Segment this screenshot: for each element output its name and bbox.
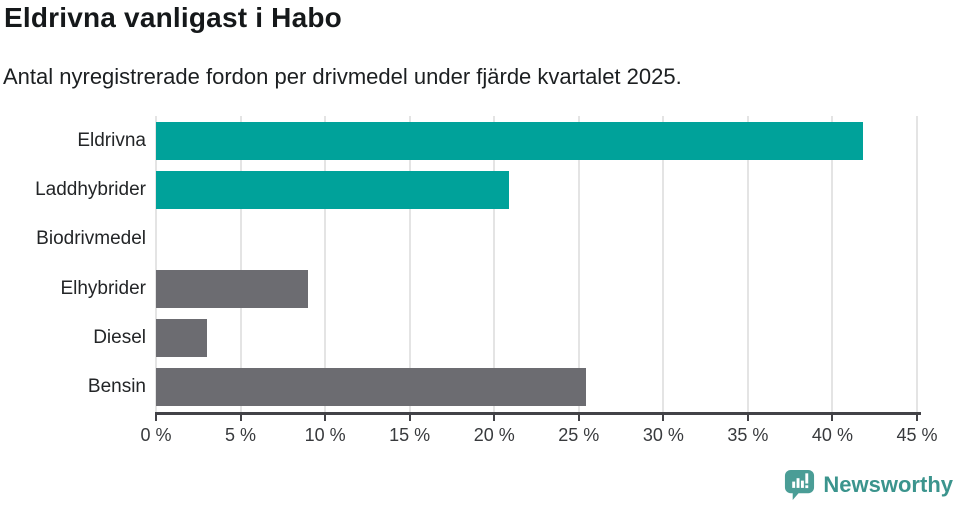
category-label-eldrivna: Eldrivna xyxy=(77,129,146,151)
gridline-30 xyxy=(662,116,665,412)
category-label-laddhybrider: Laddhybrider xyxy=(35,178,146,200)
newsworthy-logo-text: Newsworthy xyxy=(823,471,953,497)
gridline-25 xyxy=(577,116,580,412)
x-tick-mark-25 xyxy=(577,415,580,421)
newsworthy-logo-icon xyxy=(785,469,815,501)
x-axis-ticks: 0 % 5 % 10 % 15 % 20 % 25 % 30 % 35 % 40 % 45 % xyxy=(140,415,938,457)
bar-bensin xyxy=(156,368,586,407)
category-label-diesel: Diesel xyxy=(93,326,146,348)
gridline-5 xyxy=(239,116,242,412)
bar-elhybrider xyxy=(156,269,309,308)
x-tick-label-40: 40 % xyxy=(811,425,853,445)
chart-subtitle: Antal nyregistrerade fordon per drivmede… xyxy=(3,64,682,89)
x-tick-mark-40 xyxy=(831,415,834,421)
x-tick-mark-30 xyxy=(662,415,665,421)
bar-row-biodrivmedel xyxy=(156,215,917,264)
x-tick-label-15: 15 % xyxy=(389,425,431,445)
category-labels: Eldrivna Laddhybrider Biodrivmedel Elhybrid… xyxy=(0,116,146,412)
x-axis-line xyxy=(155,412,921,415)
x-tick-mark-10 xyxy=(324,415,327,421)
x-tick-mark-5 xyxy=(239,415,242,421)
x-tick-mark-20 xyxy=(493,415,496,421)
gridline-35 xyxy=(746,116,749,412)
gridline-40 xyxy=(831,116,834,412)
bar-eldrivna xyxy=(156,121,863,160)
x-tick-label-10: 10 % xyxy=(304,425,346,445)
chart-title: Eldrivna vanligast i Habo xyxy=(4,2,342,33)
plot-area xyxy=(155,116,918,412)
gridline-45 xyxy=(916,116,918,412)
x-tick-label-20: 20 % xyxy=(473,425,515,445)
x-tick-mark-45 xyxy=(916,415,918,421)
gridline-0 xyxy=(155,116,157,412)
category-label-bensin: Bensin xyxy=(87,376,146,398)
bar-diesel xyxy=(156,318,207,357)
x-tick-label-5: 5 % xyxy=(225,425,257,445)
bar-row-bensin xyxy=(156,363,917,412)
bar-laddhybrider xyxy=(156,170,510,209)
x-tick-label-45: 45 % xyxy=(896,425,938,445)
gridline-20 xyxy=(493,116,496,412)
bar-series xyxy=(156,116,917,412)
bar-row-diesel xyxy=(156,313,917,362)
x-tick-label-25: 25 % xyxy=(558,425,600,445)
x-tick-mark-35 xyxy=(746,415,749,421)
newsworthy-brand-link[interactable]: Newsworthy xyxy=(783,468,953,501)
x-tick-mark-15 xyxy=(408,415,411,421)
gridline-10 xyxy=(324,116,327,412)
x-tick-label-35: 35 % xyxy=(727,425,769,445)
bar-row-laddhybrider xyxy=(156,165,917,214)
gridline-15 xyxy=(408,116,411,412)
bar-row-eldrivna xyxy=(156,116,917,165)
bar-row-elhybrider xyxy=(156,264,917,313)
x-tick-label-0: 0 % xyxy=(140,425,172,445)
category-label-elhybrider: Elhybrider xyxy=(60,277,146,299)
x-tick-label-30: 30 % xyxy=(642,425,684,445)
category-label-biodrivmedel: Biodrivmedel xyxy=(36,228,146,250)
x-tick-mark-0 xyxy=(155,415,157,421)
